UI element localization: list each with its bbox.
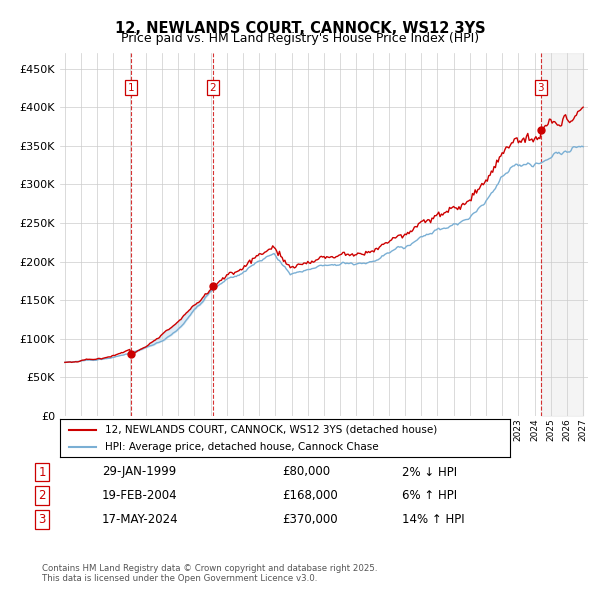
Text: Price paid vs. HM Land Registry's House Price Index (HPI): Price paid vs. HM Land Registry's House … — [121, 32, 479, 45]
Text: 6% ↑ HPI: 6% ↑ HPI — [402, 489, 457, 502]
Text: 3: 3 — [38, 513, 46, 526]
Point — [536, 126, 545, 135]
Text: 1: 1 — [38, 466, 46, 478]
Text: 2: 2 — [38, 489, 46, 502]
Text: 1: 1 — [128, 83, 134, 93]
Text: £80,000: £80,000 — [282, 466, 330, 478]
Text: 12, NEWLANDS COURT, CANNOCK, WS12 3YS (detached house): 12, NEWLANDS COURT, CANNOCK, WS12 3YS (d… — [105, 425, 437, 435]
Text: 19-FEB-2004: 19-FEB-2004 — [102, 489, 178, 502]
Text: 2% ↓ HPI: 2% ↓ HPI — [402, 466, 457, 478]
Text: 29-JAN-1999: 29-JAN-1999 — [102, 466, 176, 478]
Text: 14% ↑ HPI: 14% ↑ HPI — [402, 513, 464, 526]
Text: 12, NEWLANDS COURT, CANNOCK, WS12 3YS: 12, NEWLANDS COURT, CANNOCK, WS12 3YS — [115, 21, 485, 35]
Point — [126, 349, 136, 359]
Text: £168,000: £168,000 — [282, 489, 338, 502]
Point — [208, 281, 218, 291]
Text: HPI: Average price, detached house, Cannock Chase: HPI: Average price, detached house, Cann… — [105, 441, 379, 451]
Text: 3: 3 — [538, 83, 544, 93]
Text: Contains HM Land Registry data © Crown copyright and database right 2025.
This d: Contains HM Land Registry data © Crown c… — [42, 563, 377, 583]
Text: £370,000: £370,000 — [282, 513, 338, 526]
Text: 17-MAY-2024: 17-MAY-2024 — [102, 513, 179, 526]
Text: 2: 2 — [209, 83, 216, 93]
